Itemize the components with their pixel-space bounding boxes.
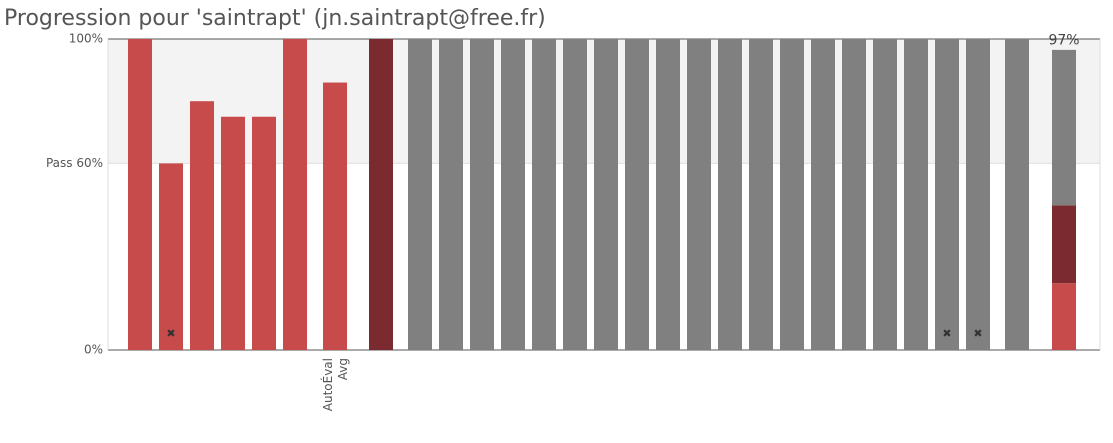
bar bbox=[1005, 39, 1029, 350]
x-tick-label: AutoÉvalAvg bbox=[320, 358, 350, 411]
bar bbox=[283, 39, 307, 350]
chart-title: Progression pour 'saintrapt' (jn.saintra… bbox=[4, 6, 546, 31]
dropped-mark: ✖ bbox=[166, 327, 175, 340]
dropped-mark: ✖ bbox=[973, 327, 982, 340]
bar bbox=[439, 39, 463, 350]
bar bbox=[221, 116, 245, 350]
bar bbox=[190, 101, 214, 350]
total-segment bbox=[1052, 205, 1076, 284]
total-segment bbox=[1052, 283, 1076, 350]
bar bbox=[811, 39, 835, 350]
bar bbox=[128, 39, 152, 350]
bar bbox=[780, 39, 804, 350]
bar bbox=[323, 82, 347, 350]
bar bbox=[625, 39, 649, 350]
bar bbox=[408, 39, 432, 350]
bar bbox=[563, 39, 587, 350]
dropped-mark: ✖ bbox=[942, 327, 951, 340]
bar bbox=[749, 39, 773, 350]
bar bbox=[842, 39, 866, 350]
bar bbox=[252, 116, 276, 350]
bar bbox=[470, 39, 494, 350]
bar bbox=[904, 39, 928, 350]
x-tick-label-line: AutoÉval bbox=[320, 358, 335, 411]
bar bbox=[966, 39, 990, 350]
bar bbox=[369, 39, 393, 350]
bar bbox=[687, 39, 711, 350]
bar bbox=[532, 39, 556, 350]
bar bbox=[501, 39, 525, 350]
bar bbox=[935, 39, 959, 350]
total-label: 97% bbox=[1048, 32, 1079, 48]
bar bbox=[656, 39, 680, 350]
bar bbox=[159, 163, 183, 350]
y-tick-label: Pass 60% bbox=[46, 156, 103, 170]
x-tick-label-line: Avg bbox=[336, 358, 350, 380]
bar bbox=[718, 39, 742, 350]
y-tick-label: 0% bbox=[84, 343, 103, 357]
y-tick-label: 100% bbox=[69, 32, 103, 46]
bar bbox=[594, 39, 618, 350]
total-segment bbox=[1052, 49, 1076, 206]
bar bbox=[873, 39, 897, 350]
